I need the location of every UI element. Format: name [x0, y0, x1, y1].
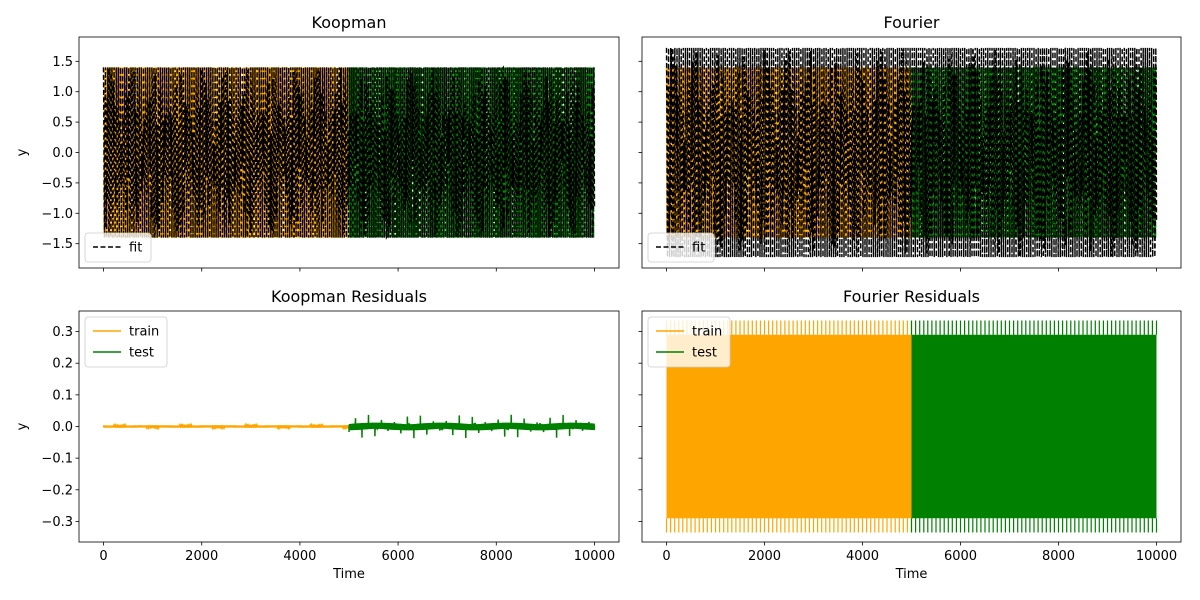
y-tick-label: 0.3	[52, 325, 73, 340]
series-train	[102, 422, 350, 431]
legend: fit	[647, 232, 715, 263]
legend-label-fit: fit	[692, 241, 705, 256]
series-fit	[102, 65, 596, 240]
x-tick-label: 2000	[185, 549, 218, 564]
x-tick-label: 8000	[480, 549, 513, 564]
series-fit	[665, 47, 1158, 258]
plot-area	[665, 320, 1158, 533]
y-tick-label: 0.2	[52, 357, 73, 372]
chart-title: Koopman	[312, 13, 387, 32]
legend-box	[647, 316, 731, 368]
y-tick-label: −0.5	[41, 176, 73, 191]
legend-label-test: test	[692, 346, 717, 361]
x-tick-label: 4000	[846, 549, 879, 564]
x-tick-label: 4000	[283, 549, 316, 564]
legend: fit	[84, 232, 152, 263]
x-tick-label: 6000	[382, 549, 415, 564]
series-band-test	[911, 334, 1157, 519]
chart-panel-fourier: Fourier fit	[638, 13, 1182, 272]
y-tick-label: −1.5	[41, 237, 73, 252]
x-axis-label: Time	[332, 567, 365, 582]
y-axis-label: y	[15, 148, 30, 156]
legend-label-fit: fit	[129, 241, 142, 256]
x-tick-label: 8000	[1042, 549, 1075, 564]
plot-area	[665, 47, 1158, 258]
series-test	[348, 414, 596, 439]
legend-box	[84, 316, 168, 368]
legend-label-test: test	[129, 346, 154, 361]
x-tick-label: 2000	[748, 549, 781, 564]
x-tick-label: 10000	[574, 549, 615, 564]
chart-title: Fourier	[883, 13, 939, 32]
legend: train test	[647, 316, 731, 368]
y-axis-label: y	[15, 422, 30, 430]
x-tick-label: 10000	[1136, 549, 1177, 564]
legend-label-train: train	[129, 325, 159, 340]
y-tick-label: −0.3	[41, 515, 73, 530]
y-tick-label: −1.0	[41, 207, 73, 222]
y-tick-label: −0.1	[41, 452, 73, 467]
plot-area	[102, 414, 596, 439]
chart-title: Fourier Residuals	[843, 287, 980, 306]
legend-label-train: train	[692, 325, 722, 340]
y-tick-label: 0.0	[52, 420, 73, 435]
x-tick-label: 0	[662, 549, 670, 564]
x-tick-label: 0	[99, 549, 107, 564]
chart-title: Koopman Residuals	[271, 287, 427, 306]
y-tick-label: −0.2	[41, 483, 73, 498]
chart-panel-koopman: −1.5 −1.0 −0.5 0.0 0.5 1.0 1.5 Koopman y fit	[15, 13, 620, 272]
y-tick-label: 0.1	[52, 388, 73, 403]
y-tick-label: 0.0	[52, 146, 73, 161]
y-tick-label: 1.5	[52, 55, 73, 70]
x-tick-label: 6000	[944, 549, 977, 564]
x-axis-label: Time	[895, 567, 928, 582]
plot-area	[102, 65, 596, 240]
y-tick-label: 0.5	[52, 116, 73, 131]
legend: train test	[84, 316, 168, 368]
series-test	[910, 320, 1158, 533]
chart-panel-fourier-residuals: 0 2000 4000 6000 8000 10000 Fourier Residuals T…	[638, 287, 1182, 582]
chart-panel-koopman-residuals: 0 2000 4000 6000 8000 10000 −0.3 −0.2 −0.1 0.0 0.1…	[15, 287, 620, 582]
y-tick-label: 1.0	[52, 85, 73, 100]
